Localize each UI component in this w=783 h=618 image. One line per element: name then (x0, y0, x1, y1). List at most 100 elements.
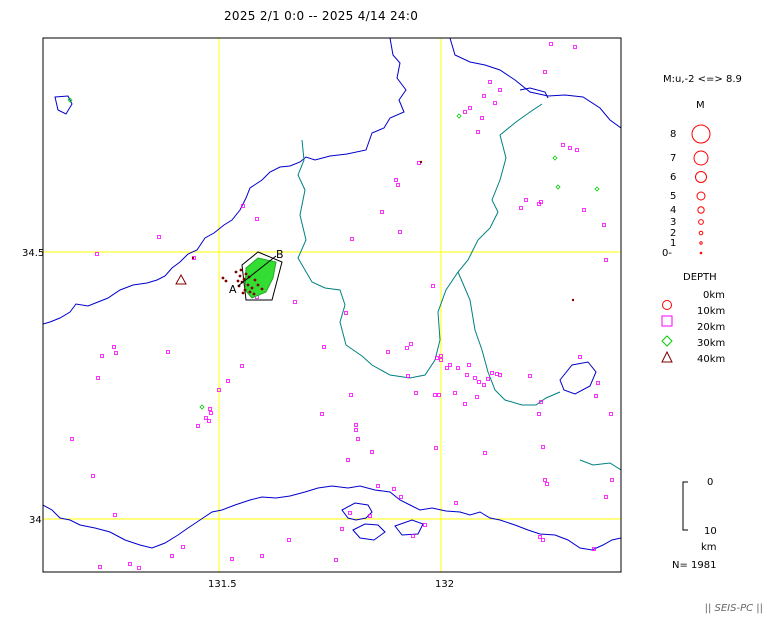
epicenter-marker (445, 366, 449, 370)
cluster-dots (221, 268, 264, 296)
cluster-dot (248, 290, 252, 294)
epicenter-marker (170, 554, 174, 558)
epicenter-marker (320, 412, 324, 416)
event-count: N= 1981 (672, 560, 717, 571)
epicenter-marker (67, 97, 73, 103)
epicenter-marker (368, 514, 372, 518)
epicenter-marker (356, 437, 360, 441)
epicenter-marker (578, 355, 582, 359)
epicenter-marker (344, 311, 348, 315)
epicenter-marker (604, 495, 608, 499)
epicenter-marker (414, 391, 418, 395)
epicenter-marker (346, 458, 350, 462)
epicenter-marker (582, 208, 586, 212)
epicenter-marker (334, 558, 338, 562)
epicenter-marker (128, 562, 132, 566)
magnitude-label-6: 6 (670, 172, 676, 183)
epicenter-marker (468, 106, 472, 110)
epicenter-marker (434, 446, 438, 450)
grid-lines (43, 38, 621, 572)
depth-0-symbol (662, 300, 672, 310)
epicenter-marker (350, 237, 354, 241)
map-title: 2025 2/1 0:0 -- 2025 4/14 24:0 (224, 9, 419, 23)
coastline-island-1 (341, 502, 373, 521)
epicenter-marker (545, 482, 549, 486)
epicenter-marker (495, 372, 499, 376)
y-tick-34: 34 (29, 515, 42, 526)
epicenter-marker (386, 350, 390, 354)
epicenter-marker (423, 523, 427, 527)
epicenter-marker (539, 400, 543, 404)
epicenter-marker (208, 407, 212, 411)
coastline-south-honshu (43, 485, 621, 551)
epicenter-marker (166, 350, 170, 354)
epicenter-marker (604, 258, 608, 262)
scale-bottom-label: 10 (704, 526, 717, 537)
magnitude-label-2: 2 (670, 228, 676, 239)
epicenter-marker (70, 437, 74, 441)
depth-title: DEPTH (683, 272, 717, 283)
epicenter-marker (568, 146, 572, 150)
coastline-east-sea (449, 38, 621, 129)
epicenter-marker (498, 88, 502, 92)
cluster-dot (256, 283, 260, 287)
epicenter-marker (482, 383, 486, 387)
magnitude-range: M:u,-2 <=> 8.9 (663, 74, 742, 85)
epicenter-marker (196, 424, 200, 428)
epicenter-marker (539, 200, 543, 204)
epicenter-marker (137, 566, 141, 570)
cluster-dot (250, 286, 254, 290)
epicenter-marker (490, 371, 494, 375)
epicenter-marker (255, 217, 259, 221)
depth-legend: DEPTH 0km 10km 20km 30km 40km (661, 272, 725, 365)
epicenter-marker (573, 45, 577, 49)
scale-unit: km (701, 542, 717, 553)
magnitude-8-symbol (691, 124, 711, 144)
scale-top-label: 0 (707, 477, 713, 488)
cluster-dot (241, 291, 245, 295)
epicenter-marker (181, 545, 185, 549)
coastline-island-3 (394, 519, 424, 536)
depth-10-symbol (661, 315, 673, 327)
epicenter-marker (348, 511, 352, 515)
epicenter-marker (431, 284, 435, 288)
epicenter-marker (483, 451, 487, 455)
epicenter-marker (592, 547, 596, 551)
epicenter-marker (419, 160, 423, 164)
epicenter-marker (411, 534, 415, 538)
epicenter-marker (609, 412, 613, 416)
epicenter-marker (482, 94, 486, 98)
epicenter-marker (477, 380, 481, 384)
epicenter-marker (480, 116, 484, 120)
epicenter-marker (96, 376, 100, 380)
section-line (237, 255, 277, 287)
magnitude-0-symbol (699, 251, 703, 255)
epicenter-marker (409, 342, 413, 346)
epicenter-marker (528, 374, 532, 378)
x-tick-132: 132 (435, 579, 454, 590)
epicenter-marker (399, 495, 403, 499)
epicenter-marker (199, 404, 205, 410)
depth-40-symbol (661, 350, 673, 363)
epicenter-marker (435, 356, 439, 360)
depth-scale-bar: 0 10 km (682, 477, 717, 553)
magnitude-label-8: 8 (670, 129, 676, 140)
epicenter-marker (91, 474, 95, 478)
epicenter-marker (287, 538, 291, 542)
cluster-dot (253, 278, 257, 282)
epicenter-marker (476, 130, 480, 134)
magnitude-7-symbol (693, 150, 709, 166)
coastline-islet (54, 95, 73, 115)
depth-label-0: 0km (703, 290, 725, 301)
coastline-north-honshu (43, 38, 407, 325)
magnitude-label-0: 0- (662, 248, 672, 259)
coastlines (43, 38, 621, 551)
epicenter-marker (113, 513, 117, 517)
depth-label-40: 40km (697, 354, 725, 365)
epicenter-marker (217, 388, 221, 392)
earthquake-cluster (221, 251, 283, 301)
epicenter-marker (433, 393, 437, 397)
coastline-island-2 (352, 523, 386, 541)
magnitude-label-4: 4 (670, 205, 676, 216)
epicenter-marker (114, 351, 118, 355)
